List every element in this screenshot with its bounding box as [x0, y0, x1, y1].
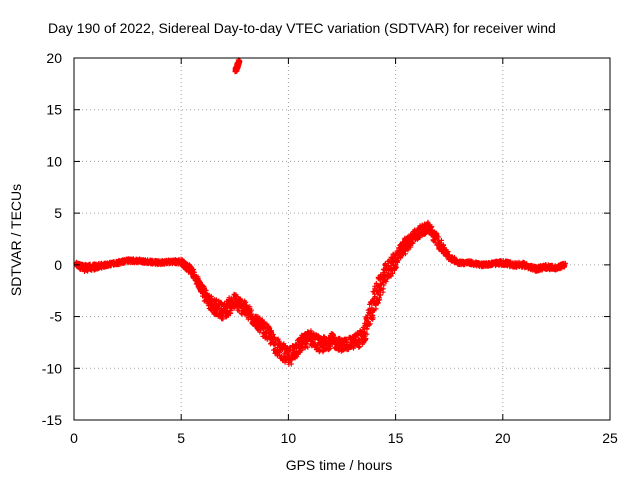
- data-point: [317, 331, 335, 355]
- series-0: [73, 219, 568, 367]
- x-axis-label: GPS time / hours: [286, 457, 393, 473]
- y-tick-label: -15: [42, 412, 62, 428]
- y-tick-label: 20: [46, 50, 62, 66]
- data-point: [285, 336, 302, 367]
- y-tick-label: -5: [50, 309, 63, 325]
- data-point: [553, 260, 568, 273]
- data-point: [236, 58, 242, 64]
- data-point: [414, 219, 431, 242]
- data-point: [562, 262, 568, 268]
- series-1: [232, 57, 243, 75]
- y-tick-label: 10: [46, 153, 62, 169]
- chart-title: Day 190 of 2022, Sidereal Day-to-day VTE…: [48, 20, 556, 36]
- y-tick-label: 15: [46, 102, 62, 118]
- x-tick-label: 25: [602, 430, 618, 446]
- plot-frame: [73, 57, 611, 421]
- x-tick-label: 5: [177, 430, 185, 446]
- data-point: [242, 300, 259, 330]
- data-point: [178, 257, 195, 276]
- data-point: [382, 251, 399, 284]
- data-point: [393, 235, 409, 271]
- grid-lines: [74, 58, 610, 420]
- x-tick-label: 20: [495, 430, 511, 446]
- y-axis-label: SDTVAR / TECUs: [8, 184, 24, 296]
- data-point: [210, 297, 227, 322]
- data-point: [435, 234, 453, 262]
- y-tick-label: 0: [54, 257, 62, 273]
- data-point: [295, 329, 313, 355]
- data-point: [221, 291, 239, 320]
- data-point: [252, 314, 270, 341]
- data-point: [307, 328, 323, 355]
- x-tick-label: 15: [388, 430, 404, 446]
- x-tick-label: 0: [70, 430, 78, 446]
- y-tick-label: -10: [42, 360, 62, 376]
- data-series: [73, 57, 568, 367]
- axis-ticks: 0 5 10 15 20 25 -15 -10 -5 0 5 10 15 20: [42, 50, 618, 446]
- x-tick-label: 10: [281, 430, 297, 446]
- y-tick-label: 5: [54, 205, 62, 221]
- data-point: [371, 266, 387, 313]
